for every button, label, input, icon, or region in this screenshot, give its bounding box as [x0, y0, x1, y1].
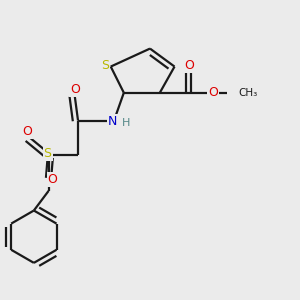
Text: S: S — [101, 59, 109, 72]
Text: O: O — [48, 173, 57, 186]
Text: O: O — [70, 83, 80, 96]
Text: O: O — [184, 59, 194, 72]
Text: CH₃: CH₃ — [238, 88, 258, 98]
Text: O: O — [208, 86, 218, 99]
Text: H: H — [122, 118, 130, 128]
Text: N: N — [108, 115, 117, 128]
Text: S: S — [44, 147, 52, 161]
Text: O: O — [22, 124, 32, 137]
